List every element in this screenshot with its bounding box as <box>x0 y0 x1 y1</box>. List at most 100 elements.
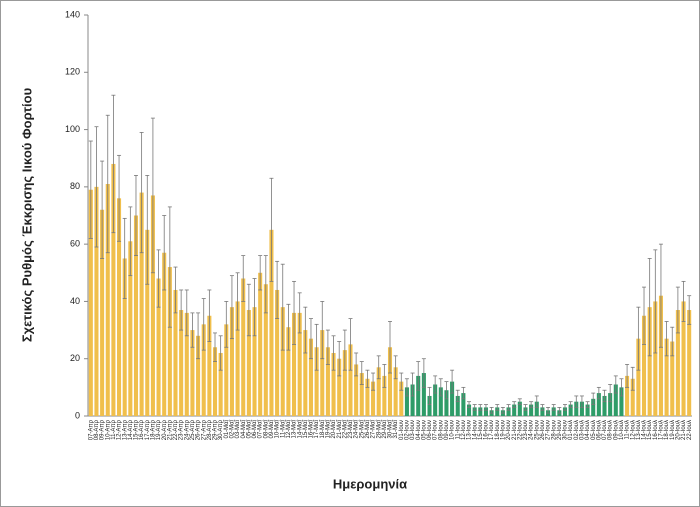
x-tick-label: 10-Ιουλ <box>619 420 625 440</box>
bar <box>331 352 336 416</box>
x-tick-label: 16-Ιουλ <box>653 420 659 440</box>
bar <box>393 367 398 416</box>
bar <box>94 186 99 416</box>
bar <box>404 387 409 416</box>
x-tick-label: 07-Ιουλ <box>602 420 608 440</box>
bar <box>342 350 347 416</box>
x-tick-label: 19-Μαΐ <box>324 419 331 438</box>
bar <box>246 310 251 416</box>
x-tick-label: 16-Μαΐ <box>308 419 315 438</box>
y-tick-label: 20 <box>70 353 80 363</box>
x-tick-label: 29-Ιουν <box>557 420 563 440</box>
bar <box>619 387 624 416</box>
bar <box>602 395 607 416</box>
x-tick-label: 11-Ιουν <box>455 420 461 440</box>
bar <box>117 198 122 416</box>
bar <box>325 347 330 416</box>
x-tick-label: 19-Ιουν <box>500 420 506 440</box>
bar <box>658 295 663 416</box>
bar <box>591 398 596 416</box>
bar <box>179 310 184 416</box>
x-tick-label: 06-Μαΐ <box>251 419 258 438</box>
bar <box>128 241 133 416</box>
bar <box>100 209 105 416</box>
bar <box>303 330 308 416</box>
x-tick-label: 11-Ιουλ <box>625 420 631 440</box>
bar <box>438 387 443 416</box>
x-tick-label: 30-Μαΐ <box>387 419 394 438</box>
x-tick-label: 15-Ιουν <box>478 420 484 440</box>
bar <box>111 163 116 416</box>
bar <box>167 267 172 416</box>
bar <box>421 373 426 416</box>
x-tick-label: 11-Απρ <box>111 419 117 439</box>
x-tick-label: 10-Μαΐ <box>274 419 281 438</box>
x-tick-label: 19-Απρ <box>156 419 162 440</box>
y-tick-label: 100 <box>65 124 80 134</box>
bar <box>455 395 460 416</box>
x-tick-label: 25-Μαΐ <box>358 419 365 438</box>
x-tick-label: 03-Μαΐ <box>234 419 241 438</box>
bar <box>224 324 229 416</box>
bar <box>444 390 449 416</box>
x-tick-label: 15-Μαΐ <box>302 419 309 438</box>
bar <box>410 384 415 416</box>
x-tick-label: 13-Μαΐ <box>291 419 298 438</box>
bar <box>630 378 635 416</box>
bar <box>562 407 568 416</box>
bar <box>675 310 680 416</box>
bar <box>376 367 381 416</box>
x-tick-label: 09-Μαΐ <box>268 419 275 438</box>
x-tick-label: 07-Ιουν <box>433 420 439 440</box>
y-tick-label: 140 <box>65 9 80 19</box>
x-tick-label: 23-Ιουν <box>523 420 529 440</box>
bar <box>286 327 291 416</box>
bar <box>382 375 387 416</box>
x-tick-label: 12-Ιουλ <box>630 420 636 440</box>
x-tick-label: 26-Ιουν <box>540 420 546 440</box>
bar <box>88 189 93 416</box>
x-tick-label: 24-Ιουν <box>529 420 535 440</box>
bar <box>252 307 257 416</box>
x-tick-label: 12-Απρ <box>117 419 123 440</box>
x-tick-label: 24-Απρ <box>184 419 190 440</box>
x-tick-label: 27-Απρ <box>201 419 207 440</box>
x-tick-label: 07-Μαΐ <box>257 419 264 438</box>
bar <box>427 395 432 416</box>
bar <box>687 310 692 416</box>
x-tick-label: 22-Ιουλ <box>687 420 693 440</box>
bar <box>105 183 110 416</box>
x-tick-label: 13-Απρ <box>122 419 128 440</box>
bar <box>218 352 223 416</box>
bar <box>540 407 545 416</box>
x-tick-label: 16-Απρ <box>139 419 145 440</box>
x-tick-label: 25-Απρ <box>190 419 196 440</box>
x-tick-label: 08-Απρ <box>94 419 100 440</box>
x-tick-label: 26-Μαΐ <box>364 419 371 438</box>
y-tick-label: 120 <box>65 67 80 77</box>
bar <box>133 215 139 416</box>
x-tick-label: 14-Ιουλ <box>642 420 648 440</box>
bar <box>534 401 539 416</box>
bar <box>523 407 528 416</box>
bar <box>529 404 534 416</box>
x-tick-label: 20-Απρ <box>162 419 168 440</box>
bar <box>184 312 189 416</box>
x-tick-label: 12-Ιουν <box>461 420 467 440</box>
bar <box>641 315 647 416</box>
x-tick-label: 12-Μαΐ <box>285 419 292 438</box>
x-tick-label: 01-Ιουλ <box>568 420 574 440</box>
bar <box>314 347 319 416</box>
x-tick-label: 09-Απρ <box>100 419 106 440</box>
x-tick-label: 10-Απρ <box>105 419 111 440</box>
bar <box>461 393 466 416</box>
bar <box>681 301 686 416</box>
x-tick-label: 15-Ιουλ <box>647 420 653 440</box>
x-tick-label: 19-Ιουλ <box>670 420 676 440</box>
bar <box>613 384 618 416</box>
bar <box>568 404 573 416</box>
x-tick-label: 11-Μαΐ <box>279 419 286 438</box>
bar <box>483 407 488 416</box>
